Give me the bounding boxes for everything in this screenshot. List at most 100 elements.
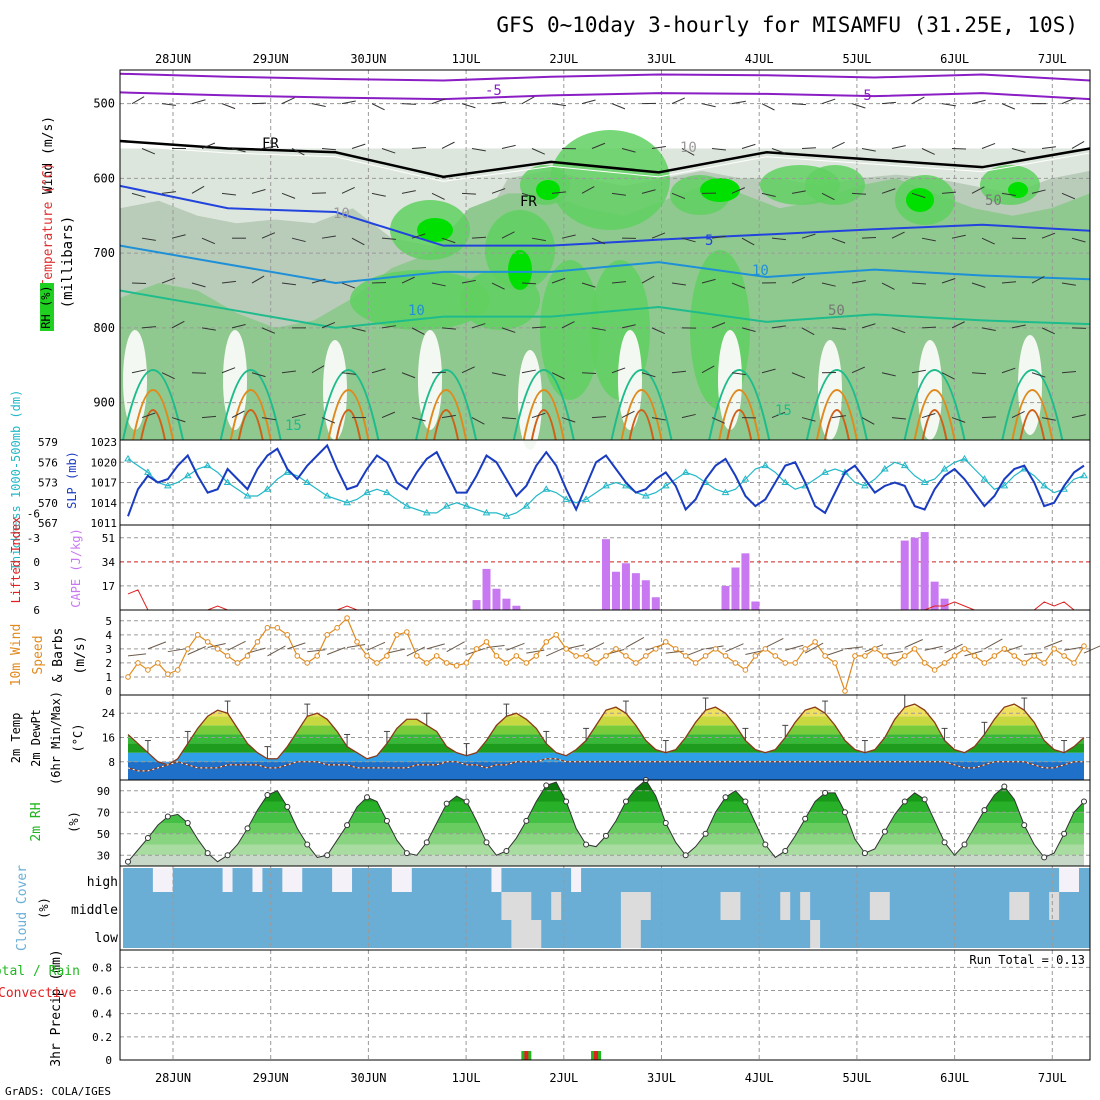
- cloud-cell: [242, 892, 254, 920]
- rh-marker: [324, 852, 331, 859]
- wind-barb: [1071, 414, 1086, 419]
- cloud-cell: [720, 868, 732, 892]
- cloud-cell: [292, 920, 304, 948]
- wind-speed-marker: [573, 653, 579, 659]
- surface-wind-barb: [267, 645, 286, 657]
- wind-speed-marker: [991, 653, 998, 659]
- wind-barb: [861, 147, 876, 152]
- thickness-marker: [781, 478, 790, 485]
- cloud-cell: [820, 892, 832, 920]
- wind-speed-marker: [284, 632, 291, 638]
- wind-barb: [531, 412, 546, 419]
- cloud-cell: [800, 868, 812, 892]
- cloud-cell: [790, 892, 802, 920]
- pressure-tick: 600: [93, 171, 115, 185]
- cloud-cell: [650, 892, 662, 920]
- isotherm-15-tongue: [610, 369, 673, 441]
- thickness-marker: [1040, 481, 1049, 489]
- wind-speed-marker: [214, 646, 221, 652]
- rh-band: [128, 855, 1084, 866]
- wind-barb: [191, 99, 206, 105]
- cloud-cell: [371, 892, 383, 920]
- rh-marker: [901, 798, 908, 805]
- cloud-cell: [401, 892, 413, 920]
- thickness-marker: [920, 478, 929, 485]
- wind-barb: [441, 414, 456, 419]
- isotherm-5: [119, 184, 1091, 247]
- wind-tick: 3: [105, 643, 112, 656]
- rh-marker: [164, 813, 171, 820]
- wind-speed-marker: [882, 653, 888, 659]
- wind-barb: [711, 417, 725, 424]
- rh-tick: 90: [97, 785, 110, 798]
- date-tick-bottom: 1JUL: [452, 1071, 481, 1085]
- wind-speed-marker: [314, 653, 321, 659]
- thickness-marker: [402, 502, 411, 509]
- isotherm-15-tongue: [903, 369, 966, 441]
- pressure-tick: 500: [93, 97, 115, 111]
- wind-speed-marker: [921, 660, 928, 666]
- wind-barb: [281, 282, 296, 286]
- temp-tick: 16: [102, 732, 115, 745]
- wind-barb: [471, 323, 486, 329]
- isotherm-15-tongue: [415, 369, 478, 441]
- temp-band: [128, 725, 1084, 735]
- cloud-cell: [640, 868, 652, 892]
- thickness-marker: [223, 478, 232, 485]
- cloud-cell: [1079, 868, 1090, 892]
- wind-barb: [1001, 103, 1016, 110]
- cloud-cell: [1029, 868, 1041, 892]
- slp-tick: 1023: [91, 436, 118, 449]
- precip-axis-label: 3hr Precip (mm): [49, 949, 64, 1066]
- wind-barb: [591, 237, 605, 245]
- wind-barb: [971, 186, 985, 194]
- cloud-cell: [720, 920, 732, 948]
- cloud-cell: [212, 868, 224, 892]
- cloud-cell: [471, 868, 483, 892]
- cloud-cell: [660, 920, 672, 948]
- wind-barb: [341, 100, 356, 105]
- cape-bar: [930, 581, 939, 610]
- wind-barb: [171, 417, 186, 423]
- cloud-cell: [342, 920, 354, 948]
- cloud-cell: [421, 920, 433, 948]
- cloud-cell: [610, 920, 622, 948]
- surface-wind-barb: [984, 638, 1003, 650]
- cloud-cell: [601, 868, 612, 892]
- surface-wind-barb: [1043, 640, 1063, 648]
- wind-speed-marker: [623, 653, 629, 659]
- wind-barb: [981, 237, 995, 245]
- thickness-marker: [861, 481, 869, 489]
- wind-barb: [801, 147, 817, 149]
- wind-barb: [381, 411, 396, 419]
- cloud-cell: [650, 868, 662, 892]
- wind-barb: [441, 141, 455, 149]
- wind-speed-marker: [1061, 653, 1067, 659]
- pressure-tick: 800: [93, 321, 115, 335]
- wind-barb: [501, 231, 515, 239]
- pressure-tick: 900: [93, 396, 115, 410]
- wind-barb: [291, 237, 306, 243]
- wind-barb: [671, 192, 686, 200]
- temp-band: [128, 704, 1084, 708]
- wind-barb: [551, 191, 566, 194]
- surface-wind-barb: [546, 647, 565, 657]
- cloud-cell: [909, 868, 921, 892]
- cloud-cell: [640, 892, 652, 920]
- thickness-marker: [602, 481, 610, 489]
- thickness-marker: [661, 481, 670, 489]
- wind-barb: [131, 369, 146, 374]
- li-tick: 6: [33, 604, 40, 617]
- wind-barb: [921, 326, 937, 329]
- cloud-cell: [431, 892, 443, 920]
- wind-barb: [831, 237, 846, 244]
- wind-barb: [311, 365, 325, 374]
- isotherm-10: [119, 244, 1091, 285]
- wind-barb: [291, 148, 305, 156]
- wind-barb: [251, 372, 266, 378]
- cloud-cell: [909, 892, 921, 920]
- cloud-cell: [710, 868, 722, 892]
- cloud-cell: [451, 868, 463, 892]
- slp-tick: 1011: [91, 517, 118, 530]
- rh-marker: [403, 850, 410, 857]
